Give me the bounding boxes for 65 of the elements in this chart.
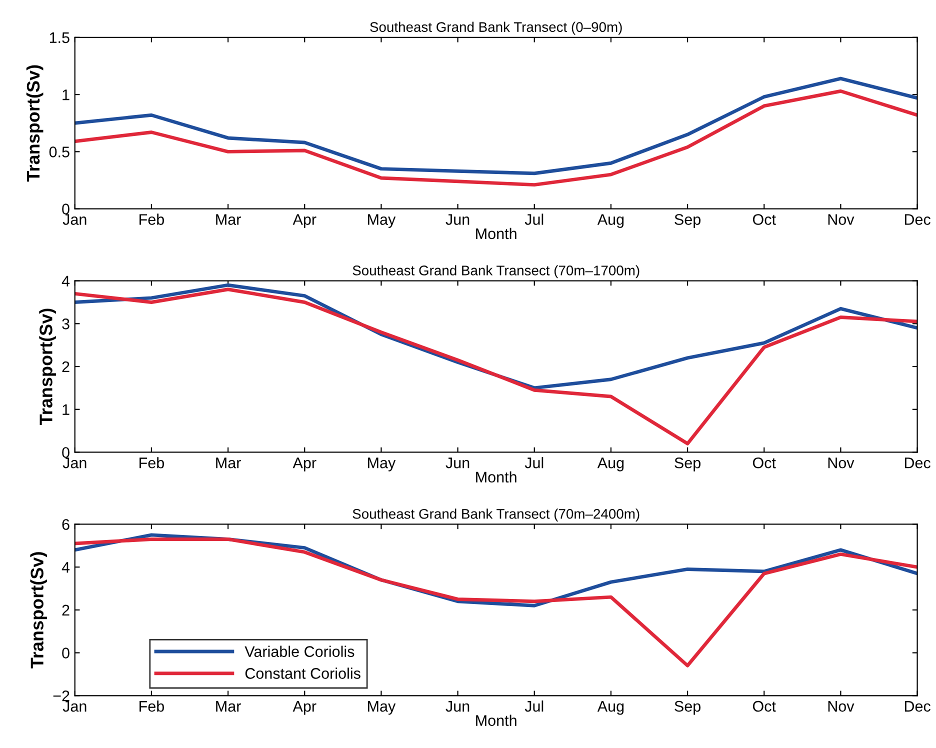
y-tick-label: 1 [62, 90, 70, 100]
y-tick-label: 0.5 [49, 146, 70, 158]
line-series [74, 89, 918, 187]
y-tick-label: −2 [53, 690, 70, 702]
y-tick-label: 3 [62, 318, 70, 330]
x-axis-title: Month [476, 714, 516, 726]
x-tick-label: May [368, 701, 396, 715]
x-tick-label: Dec [904, 701, 930, 712]
y-tick-label: 0 [62, 204, 70, 215]
chart-title: Southeast Grand Bank Transect (70m–1700m) [352, 265, 640, 278]
y-tick-label: 0 [62, 447, 70, 458]
y-axis-title: Transport(Sv) [30, 552, 48, 668]
x-tick-label: May [368, 214, 396, 228]
y-tick-label: 0 [62, 648, 70, 658]
legend-label: Constant Coriolis [245, 668, 360, 679]
x-tick-label: Mar [216, 701, 241, 712]
x-tick-label: Aug [597, 214, 624, 228]
legend-label: Variable Coriolis [244, 646, 354, 657]
x-tick-label: Jun [446, 458, 470, 468]
y-tick-label: 2 [62, 361, 70, 372]
x-tick-label: Nov [828, 458, 854, 468]
x-tick-label: Feb [140, 457, 164, 468]
x-tick-label: Mar [216, 458, 241, 468]
x-tick-label: Oct [752, 457, 776, 468]
x-tick-label: Jun [446, 214, 470, 225]
x-tick-label: Mar [216, 214, 241, 225]
x-tick-label: Aug [597, 701, 624, 715]
x-tick-label: Sep [674, 457, 700, 472]
line-series [74, 76, 918, 176]
x-tick-label: Dec [904, 214, 930, 225]
x-tick-label: Jun [446, 701, 470, 712]
x-tick-label: Jan [62, 458, 86, 468]
y-tick-label: 6 [62, 519, 70, 530]
x-tick-label: Oct [752, 214, 776, 225]
x-tick-label: Sep [674, 700, 700, 715]
x-tick-label: Apr [292, 701, 316, 715]
y-axis-title: Transport(Sv) [26, 65, 44, 182]
x-axis-title: Month [476, 471, 516, 483]
x-tick-label: Jul [524, 457, 544, 468]
x-tick-label: Feb [140, 214, 164, 225]
line-series [74, 537, 918, 668]
chart-title: Southeast Grand Bank Transect (70m–2400m) [352, 508, 640, 522]
x-tick-label: Nov [828, 214, 854, 225]
x-tick-label: Jul [524, 214, 544, 225]
x-tick-label: Aug [597, 458, 624, 472]
x-tick-label: Apr [292, 458, 316, 472]
x-tick-label: Jul [524, 700, 544, 712]
x-tick-label: Sep [674, 214, 700, 228]
x-tick-label: May [368, 458, 396, 472]
y-tick-label: 4 [62, 276, 70, 286]
y-tick-label: 1 [62, 404, 70, 415]
x-tick-label: Apr [292, 214, 316, 228]
x-tick-label: Dec [904, 458, 930, 468]
x-tick-label: Jan [62, 214, 86, 225]
x-tick-label: Oct [752, 700, 776, 712]
y-tick-label: 1.5 [50, 32, 70, 44]
x-tick-label: Jan [62, 701, 86, 712]
x-tick-label: Nov [828, 701, 854, 712]
y-axis-title: Transport(Sv) [39, 308, 56, 426]
line-series [74, 288, 918, 446]
y-tick-label: 4 [62, 562, 70, 573]
chart-title: Southeast Grand Bank Transect (0–90m) [370, 22, 622, 35]
x-axis-title: Month [476, 228, 516, 240]
y-tick-label: 2 [62, 604, 70, 616]
x-tick-label: Feb [140, 700, 164, 712]
